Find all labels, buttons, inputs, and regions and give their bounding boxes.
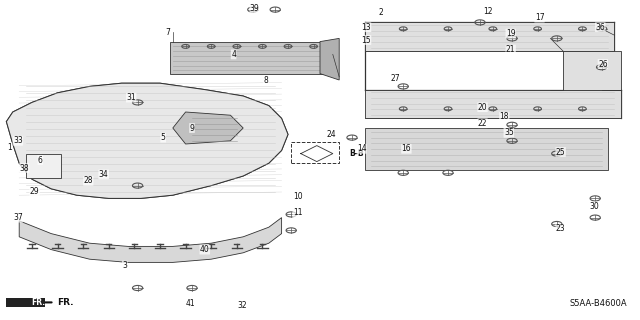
Polygon shape xyxy=(365,128,608,170)
Text: 23: 23 xyxy=(556,224,566,233)
FancyBboxPatch shape xyxy=(26,154,61,178)
Text: 41: 41 xyxy=(186,300,196,308)
Text: 27: 27 xyxy=(390,74,401,83)
Text: 15: 15 xyxy=(361,36,371,44)
Text: 22: 22 xyxy=(478,119,487,128)
Text: 20: 20 xyxy=(477,103,488,112)
Text: 16: 16 xyxy=(401,144,412,153)
Text: 9: 9 xyxy=(189,124,195,132)
Text: 5: 5 xyxy=(161,133,166,142)
Text: 18: 18 xyxy=(500,112,509,121)
Text: 40: 40 xyxy=(200,245,210,254)
Text: 14: 14 xyxy=(356,144,367,153)
Text: FR.: FR. xyxy=(31,298,45,307)
Polygon shape xyxy=(320,38,339,80)
Polygon shape xyxy=(6,298,45,307)
Text: 17: 17 xyxy=(534,13,545,22)
Text: 21: 21 xyxy=(506,45,515,54)
Text: FR.: FR. xyxy=(58,298,74,307)
Text: 36: 36 xyxy=(595,23,605,32)
Text: 13: 13 xyxy=(361,23,371,32)
FancyBboxPatch shape xyxy=(170,42,333,74)
Text: 12: 12 xyxy=(483,7,492,16)
Text: 4: 4 xyxy=(231,50,236,59)
Text: 30: 30 xyxy=(589,202,599,211)
Text: 38: 38 xyxy=(19,164,29,172)
Text: 24: 24 xyxy=(326,130,337,139)
Text: 28: 28 xyxy=(84,176,93,185)
Text: S5AA-B4600A: S5AA-B4600A xyxy=(570,300,627,308)
Text: 25: 25 xyxy=(556,148,566,156)
Text: 31: 31 xyxy=(126,93,136,102)
Text: 26: 26 xyxy=(598,60,608,68)
Text: 10: 10 xyxy=(292,192,303,201)
Text: 11: 11 xyxy=(293,208,302,217)
Text: 34: 34 xyxy=(99,170,109,179)
Text: 39: 39 xyxy=(250,4,260,12)
Text: 29: 29 xyxy=(29,188,40,196)
Text: 2: 2 xyxy=(378,8,383,17)
Text: 37: 37 xyxy=(13,213,23,222)
Text: B-B: B-B xyxy=(349,149,364,158)
Polygon shape xyxy=(365,22,614,51)
Polygon shape xyxy=(365,90,621,118)
Polygon shape xyxy=(19,218,282,262)
Text: 3: 3 xyxy=(122,261,127,270)
Text: 7: 7 xyxy=(165,28,170,36)
Text: 32: 32 xyxy=(237,301,247,310)
Text: 35: 35 xyxy=(504,128,514,137)
Polygon shape xyxy=(563,51,621,90)
Polygon shape xyxy=(173,112,243,144)
Text: 19: 19 xyxy=(506,29,516,38)
Text: 6: 6 xyxy=(38,156,43,164)
Text: 33: 33 xyxy=(13,136,23,145)
Polygon shape xyxy=(6,83,288,198)
Text: 1: 1 xyxy=(7,143,12,152)
Text: 8: 8 xyxy=(263,76,268,84)
